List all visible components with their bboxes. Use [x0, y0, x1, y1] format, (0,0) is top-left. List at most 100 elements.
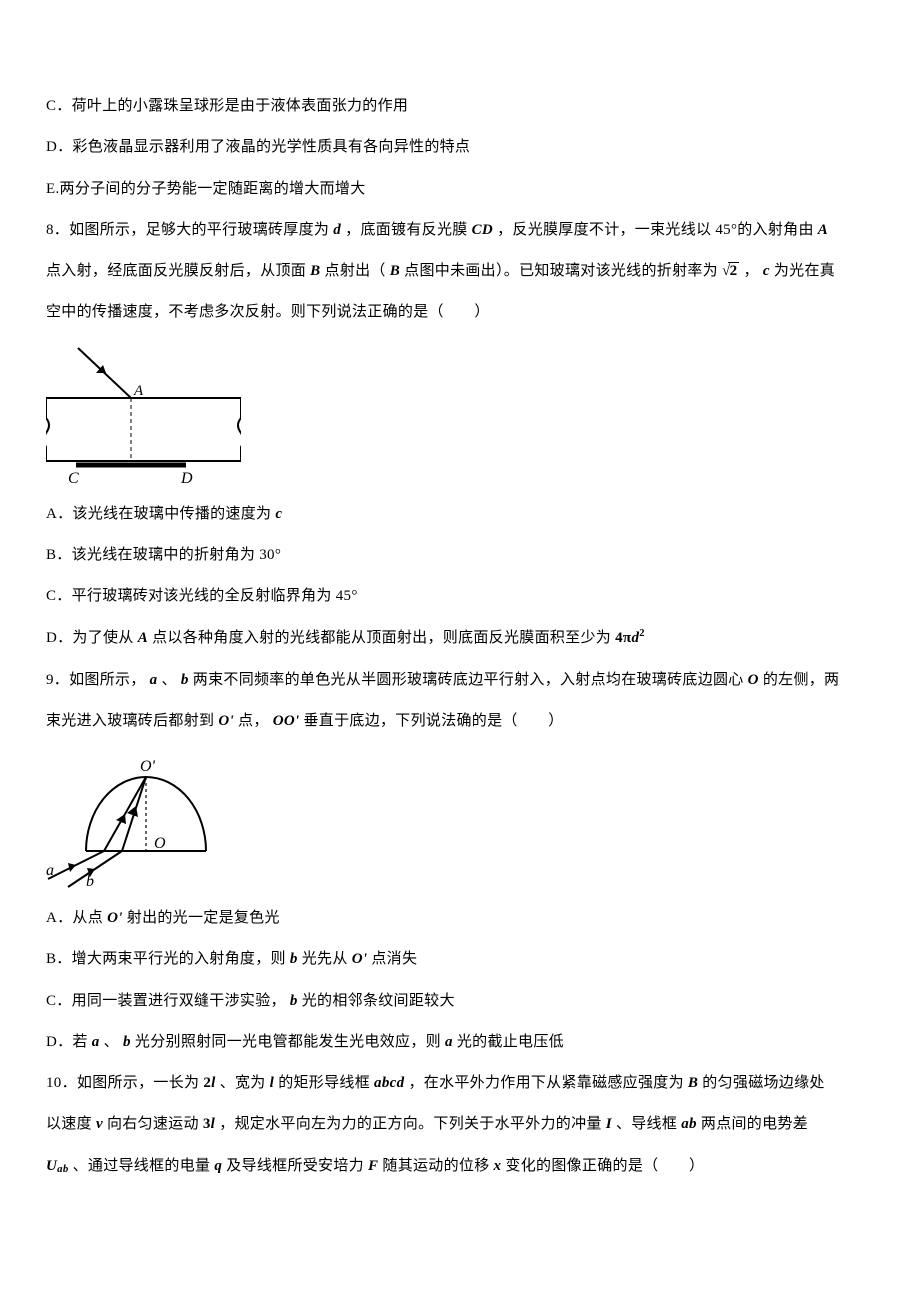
label-a: a: [46, 862, 54, 879]
formula-4pi: 4π: [615, 630, 631, 646]
q9-stem-line1: 9．如图所示， a 、 b 两束不同频率的单色光从半圆形玻璃砖底边平行射入，入射…: [46, 669, 874, 692]
q9-figure: O' O a b: [46, 751, 874, 889]
formula-sq: 2: [639, 628, 645, 639]
text: 、: [162, 672, 177, 688]
text: D．为了使从: [46, 630, 138, 646]
var-b: b: [290, 951, 298, 967]
var-a2: a: [445, 1034, 453, 1050]
text: 点射出（: [325, 263, 386, 279]
text: 及导线框所受安培力: [226, 1158, 368, 1174]
text: 束光进入玻璃砖后都射到: [46, 713, 218, 729]
var-b: b: [290, 993, 298, 1009]
q8-stem-line1: 8．如图所示，足够大的平行玻璃砖厚度为 d ，底面镀有反光膜 CD ，反光膜厚度…: [46, 219, 874, 242]
text: 随其运动的位移: [382, 1158, 493, 1174]
var-q: q: [214, 1158, 222, 1174]
label-c: C: [68, 470, 79, 485]
var-d: d: [333, 222, 341, 238]
label-op: O': [140, 758, 156, 775]
text: A．从点: [46, 910, 107, 926]
text: B．增大两束平行光的入射角度，则: [46, 951, 290, 967]
var-I: I: [606, 1116, 612, 1132]
var-3l: 3l: [203, 1116, 215, 1132]
text: 光的截止电压低: [457, 1034, 564, 1050]
text: 8．如图所示，足够大的平行玻璃砖厚度为: [46, 222, 333, 238]
text: ，底面镀有反光膜: [345, 222, 471, 238]
text: 变化的图像正确的是（ ）: [505, 1158, 704, 1174]
q7-option-d: D．彩色液晶显示器利用了液晶的光学性质具有各向异性的特点: [46, 136, 874, 159]
var-B: B: [688, 1075, 698, 1091]
q10-stem-line3: Uab 、通过导线框的电量 q 及导线框所受安培力 F 随其运动的位移 x 变化…: [46, 1155, 874, 1178]
q8-option-c: C．平行玻璃砖对该光线的全反射临界角为 45°: [46, 585, 874, 608]
var-op: O': [352, 951, 368, 967]
label-d: D: [180, 470, 193, 485]
text: A．该光线在玻璃中传播的速度为: [46, 506, 275, 522]
q9-stem-line2: 束光进入玻璃砖后都射到 O' 点， OO' 垂直于底边，下列说法确的是（ ）: [46, 710, 874, 733]
var-op: O': [218, 713, 234, 729]
q9-option-d: D．若 a 、 b 光分别照射同一光电管都能发生光电效应，则 a 光的截止电压低: [46, 1031, 874, 1054]
text: 、宽为: [220, 1075, 270, 1091]
q10-stem-line1: 10．如图所示，一长为 2l 、宽为 l 的矩形导线框 abcd ，在水平外力作…: [46, 1072, 874, 1095]
var-l: l: [270, 1075, 274, 1091]
text: 点，: [238, 713, 269, 729]
var-v: v: [96, 1116, 103, 1132]
q7-option-c: C．荷叶上的小露珠呈球形是由于液体表面张力的作用: [46, 95, 874, 118]
var-cd: CD: [472, 222, 493, 238]
q7-option-e: E.两分子间的分子势能一定随距离的增大而增大: [46, 178, 874, 201]
q8-option-a: A．该光线在玻璃中传播的速度为 c: [46, 503, 874, 526]
text: C．用同一装置进行双缝干涉实验，: [46, 993, 286, 1009]
text: ，在水平外力作用下从紧靠磁感应强度为: [408, 1075, 687, 1091]
text: 向右匀速运动: [107, 1116, 203, 1132]
var-a: a: [92, 1034, 100, 1050]
text: 光分别照射同一光电管都能发生光电效应，则: [135, 1034, 445, 1050]
text: 射出的光一定是复色光: [127, 910, 280, 926]
text: 点以各种角度入射的光线都能从顶面射出，则底面反光膜面积至少为: [152, 630, 615, 646]
var-b: b: [123, 1034, 131, 1050]
var-o: O: [748, 672, 759, 688]
var-x: x: [494, 1158, 502, 1174]
text: 的匀强磁场边缘处: [702, 1075, 824, 1091]
var-F: F: [368, 1158, 378, 1174]
text: 为光在真: [774, 263, 835, 279]
sqrt-2: √2: [722, 260, 739, 283]
var-b: b: [181, 672, 189, 688]
text: 的矩形导线框: [278, 1075, 374, 1091]
var-Uab-sub: ab: [57, 1163, 68, 1175]
q10-stem-line2: 以速度 v 向右匀速运动 3l ，规定水平向左为力的正方向。下列关于水平外力的冲…: [46, 1113, 874, 1136]
text: 两束不同频率的单色光从半圆形玻璃砖底边平行射入，入射点均在玻璃砖底边圆心: [193, 672, 748, 688]
var-oop: OO': [273, 713, 300, 729]
var-2l: 2l: [203, 1075, 215, 1091]
q9-option-b: B．增大两束平行光的入射角度，则 b 光先从 O' 点消失: [46, 948, 874, 971]
q9-option-c: C．用同一装置进行双缝干涉实验， b 光的相邻条纹间距较大: [46, 990, 874, 1013]
var-a: a: [150, 672, 158, 688]
text: 以速度: [46, 1116, 96, 1132]
text: 点图中未画出）。已知玻璃对该光线的折射率为: [404, 263, 722, 279]
var-a: A: [818, 222, 828, 238]
text: 光先从: [302, 951, 352, 967]
var-a: A: [138, 630, 148, 646]
q8-option-b: B．该光线在玻璃中的折射角为 30°: [46, 544, 874, 567]
var-ab: ab: [681, 1116, 697, 1132]
text: 点入射，经底面反光膜反射后，从顶面: [46, 263, 310, 279]
text: 10．如图所示，一长为: [46, 1075, 203, 1091]
text: ，规定水平向左为力的正方向。下列关于水平外力的冲量: [219, 1116, 606, 1132]
var-abcd: abcd: [374, 1075, 404, 1091]
text: ，: [743, 263, 758, 279]
text: 、导线框: [616, 1116, 681, 1132]
label-a: A: [133, 383, 144, 399]
text: 垂直于底边，下列说法确的是（ ）: [304, 713, 564, 729]
q8-figure: A C D: [46, 343, 874, 485]
text: 9．如图所示，: [46, 672, 146, 688]
label-b: b: [86, 873, 94, 889]
text: 的左侧，两: [763, 672, 840, 688]
var-op: O': [107, 910, 123, 926]
q8-stem-line2: 点入射，经底面反光膜反射后，从顶面 B 点射出（ B 点图中未画出）。已知玻璃对…: [46, 260, 874, 283]
text: 、: [104, 1034, 119, 1050]
text: 、通过导线框的电量: [73, 1158, 215, 1174]
var-c: c: [275, 506, 282, 522]
q9-option-a: A．从点 O' 射出的光一定是复色光: [46, 907, 874, 930]
text: 两点间的电势差: [701, 1116, 808, 1132]
text: D．若: [46, 1034, 92, 1050]
label-o: O: [154, 835, 166, 852]
var-U: U: [46, 1158, 57, 1174]
text: 点消失: [371, 951, 417, 967]
